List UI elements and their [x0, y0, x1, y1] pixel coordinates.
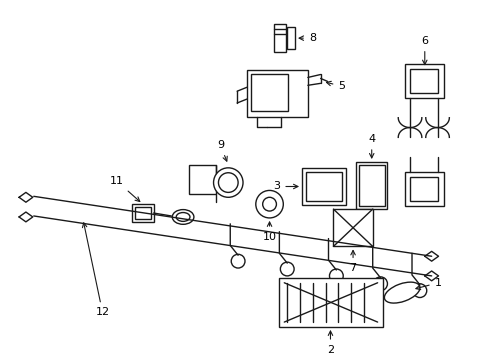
- Text: 7: 7: [349, 251, 356, 273]
- Bar: [279, 278, 382, 327]
- Bar: [135, 207, 150, 219]
- Bar: [409, 177, 437, 201]
- Bar: [355, 162, 386, 209]
- Ellipse shape: [213, 168, 243, 197]
- Circle shape: [329, 269, 343, 283]
- Text: 3: 3: [273, 181, 297, 192]
- Text: 6: 6: [421, 36, 427, 64]
- Circle shape: [231, 254, 244, 268]
- Bar: [250, 73, 287, 111]
- Text: 12: 12: [82, 223, 109, 317]
- Ellipse shape: [172, 210, 194, 224]
- Bar: [132, 204, 153, 222]
- Bar: [404, 64, 444, 98]
- Text: 1: 1: [415, 278, 441, 290]
- Bar: [274, 24, 285, 52]
- Text: 4: 4: [367, 134, 374, 158]
- Circle shape: [280, 262, 293, 276]
- Bar: [358, 165, 384, 206]
- Text: 9: 9: [216, 140, 227, 161]
- Text: 2: 2: [326, 331, 333, 355]
- Text: 11: 11: [110, 176, 140, 202]
- Ellipse shape: [176, 212, 189, 221]
- Text: 10: 10: [262, 222, 276, 242]
- Bar: [305, 172, 342, 201]
- Bar: [246, 69, 307, 117]
- Bar: [286, 27, 294, 49]
- Bar: [333, 209, 372, 247]
- Text: 5: 5: [326, 81, 345, 91]
- Circle shape: [412, 284, 426, 297]
- Circle shape: [373, 277, 386, 291]
- Bar: [409, 69, 437, 93]
- Bar: [404, 172, 444, 206]
- Circle shape: [255, 190, 283, 218]
- Ellipse shape: [384, 282, 419, 303]
- Bar: [302, 168, 346, 205]
- Bar: [188, 165, 216, 194]
- Circle shape: [262, 197, 276, 211]
- Text: 8: 8: [299, 33, 315, 43]
- Ellipse shape: [218, 173, 238, 192]
